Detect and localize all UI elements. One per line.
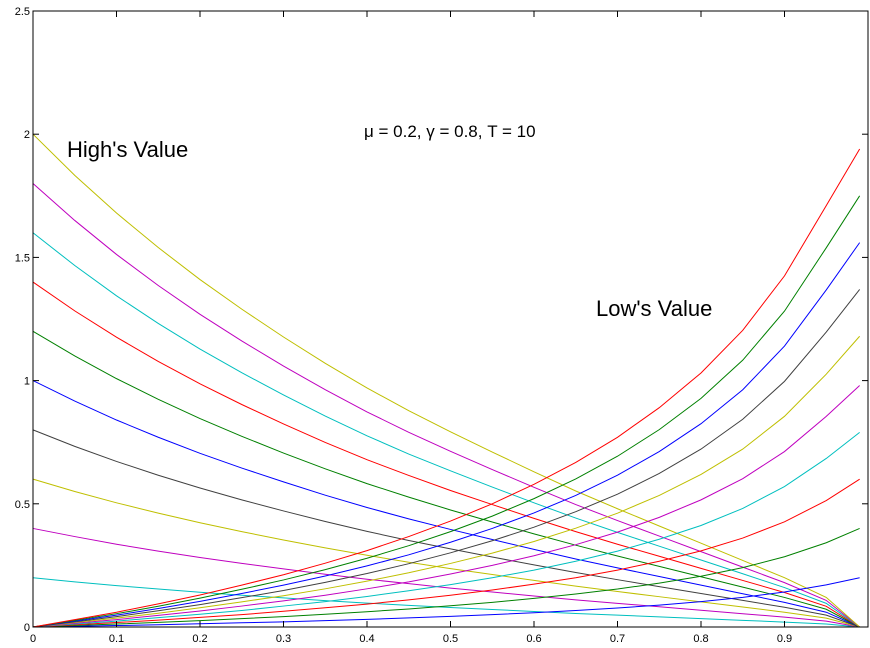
high-value-line-6	[32, 330, 860, 628]
high-value-annotation: High's Value	[67, 137, 188, 162]
high-value-line-1	[32, 577, 860, 628]
high-value-line-4	[32, 429, 860, 628]
plot-background	[33, 11, 868, 627]
low-value-line-12	[32, 527, 860, 628]
x-tick-label: 0.7	[610, 633, 625, 645]
x-tick-label: 0.1	[109, 633, 124, 645]
x-tick-label: 0.3	[276, 633, 291, 645]
x-tick-label: 0.2	[192, 633, 207, 645]
high-value-line-3	[32, 478, 860, 628]
x-tick-label: 0.6	[526, 633, 541, 645]
high-value-line-7	[32, 281, 860, 628]
low-value-line-18	[32, 242, 861, 628]
x-tick-label: 0.4	[359, 633, 374, 645]
x-tick-label: 0.5	[443, 633, 458, 645]
low-value-line-16	[32, 335, 861, 628]
high-value-line-9	[32, 183, 860, 628]
y-tick-label: 0.5	[15, 499, 30, 511]
x-tick-label: 0	[30, 633, 36, 645]
y-tick-label: 2	[24, 129, 30, 141]
series-layer	[32, 133, 861, 628]
low-value-line-15	[32, 385, 860, 628]
parameters-annotation: μ = 0.2, γ = 0.8, T = 10	[364, 122, 536, 141]
y-tick-label: 1	[24, 376, 30, 388]
x-tick-label: 0.9	[777, 633, 792, 645]
high-value-line-10	[32, 133, 860, 628]
y-tick-label: 0	[24, 622, 30, 634]
low-value-line-19	[32, 195, 861, 628]
x-tick-label: 0.8	[693, 633, 708, 645]
high-value-line-5	[32, 380, 860, 628]
low-value-line-20	[32, 148, 861, 628]
high-value-line-8	[32, 232, 860, 628]
low-value-line-14	[32, 431, 860, 628]
y-tick-label: 2.5	[15, 6, 30, 18]
low-value-annotation: Low's Value	[596, 296, 712, 321]
low-value-line-13	[32, 478, 860, 628]
high-value-line-2	[32, 527, 860, 628]
low-value-line-11	[32, 577, 860, 628]
low-value-line-17	[32, 289, 861, 628]
y-tick-label: 1.5	[15, 252, 30, 264]
axes-layer: 0 0.1 0.2 0.3 0.4 0.5 0.6 0.7 0.8 0.9 0 0.5 1 1.5 2 2.5	[15, 6, 869, 645]
